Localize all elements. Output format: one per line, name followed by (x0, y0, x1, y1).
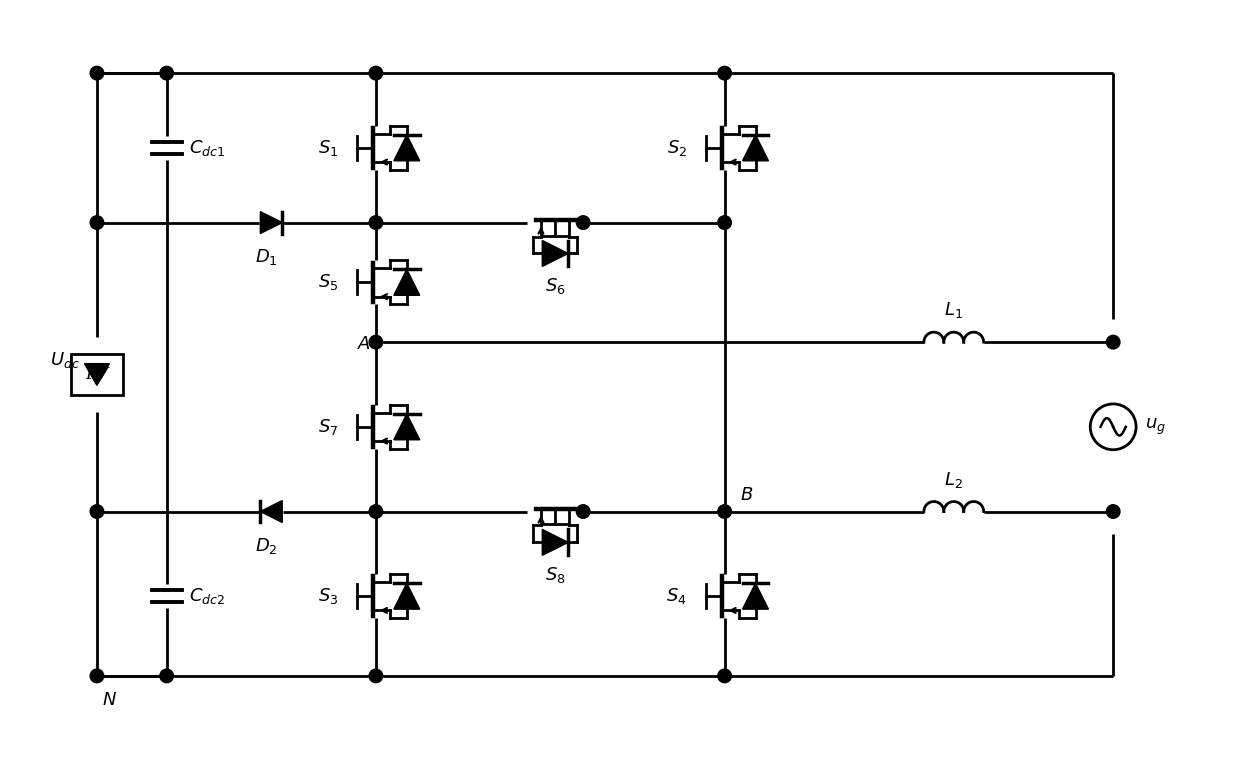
Text: $S_1$: $S_1$ (317, 138, 339, 158)
Circle shape (370, 505, 383, 519)
Circle shape (370, 669, 383, 683)
Text: $S_8$: $S_8$ (544, 565, 565, 585)
Text: $S_6$: $S_6$ (544, 276, 565, 296)
Circle shape (718, 669, 732, 683)
Text: $u_g$: $u_g$ (1145, 416, 1166, 437)
Text: $C_{dc2}$: $C_{dc2}$ (188, 586, 224, 606)
Polygon shape (394, 414, 419, 440)
Polygon shape (260, 212, 283, 233)
Circle shape (1106, 335, 1120, 349)
Polygon shape (542, 529, 568, 556)
Circle shape (718, 505, 732, 519)
Text: $B$: $B$ (739, 485, 753, 503)
Circle shape (577, 505, 590, 519)
Circle shape (577, 216, 590, 229)
Text: $U_{dc}$: $U_{dc}$ (50, 350, 81, 369)
Circle shape (718, 216, 732, 229)
Circle shape (370, 216, 383, 229)
Text: $A$: $A$ (357, 335, 371, 353)
Circle shape (718, 67, 732, 80)
Text: $C_{dc1}$: $C_{dc1}$ (188, 138, 224, 158)
Circle shape (370, 67, 383, 80)
Text: $S_5$: $S_5$ (317, 273, 339, 292)
Circle shape (160, 669, 174, 683)
Circle shape (91, 216, 104, 229)
Polygon shape (542, 241, 568, 266)
Circle shape (370, 335, 383, 349)
Text: $S_3$: $S_3$ (317, 586, 339, 606)
Polygon shape (260, 500, 283, 522)
Text: PV: PV (86, 366, 108, 383)
Circle shape (1106, 505, 1120, 519)
Text: $D_1$: $D_1$ (255, 248, 278, 267)
Text: $S_4$: $S_4$ (666, 586, 687, 606)
Text: $D_2$: $D_2$ (255, 537, 278, 556)
Polygon shape (743, 135, 769, 160)
Polygon shape (394, 269, 419, 295)
Text: $L_1$: $L_1$ (945, 301, 963, 320)
Bar (71, 354, 123, 395)
Circle shape (91, 505, 104, 519)
Polygon shape (84, 363, 109, 385)
Text: $L_2$: $L_2$ (945, 469, 963, 490)
Polygon shape (394, 583, 419, 609)
Polygon shape (743, 583, 769, 609)
Text: $S_2$: $S_2$ (667, 138, 687, 158)
Polygon shape (394, 135, 419, 160)
Text: $N$: $N$ (102, 691, 117, 709)
Circle shape (91, 669, 104, 683)
Circle shape (160, 67, 174, 80)
Circle shape (91, 67, 104, 80)
Text: $S_7$: $S_7$ (317, 417, 339, 437)
